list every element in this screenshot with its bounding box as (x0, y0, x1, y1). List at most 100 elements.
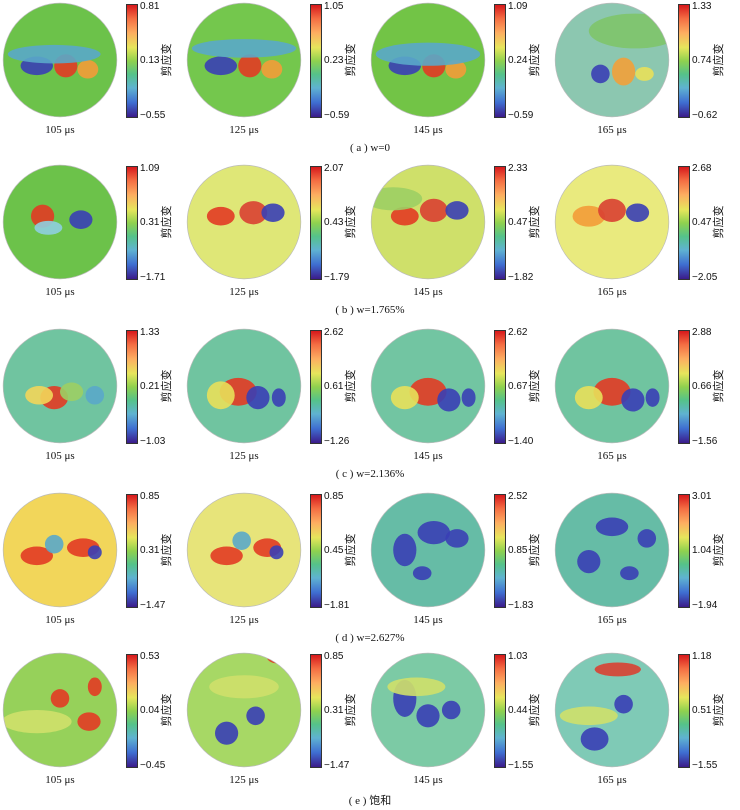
strain-blob (445, 201, 469, 220)
time-label: 125 μs (229, 450, 259, 462)
strain-contour-map (2, 652, 118, 768)
strain-blob (461, 388, 476, 407)
strain-blob (441, 700, 461, 720)
colorbar-min-label: −1.40 (508, 436, 534, 447)
colorbar-mid-label: 0.67 (508, 381, 528, 392)
strain-blob (593, 377, 631, 406)
strain-blob (246, 706, 265, 726)
colorbar (310, 330, 322, 444)
colorbar-mid-label: 0.47 (508, 217, 528, 228)
colorbar-mid-label: 0.13 (140, 55, 160, 66)
colorbar-mid-label: 0.61 (324, 381, 344, 392)
colorbar (494, 654, 506, 768)
strain-panel: 1.33 0.21 −1.03 剪应变 105 μs (0, 326, 185, 486)
strain-blob (387, 677, 446, 697)
strain-blob (269, 545, 284, 560)
strain-blob (417, 521, 451, 545)
colorbar-mid-label: 0.74 (692, 55, 712, 66)
time-label: 165 μs (597, 774, 627, 786)
colorbar-max-label: 1.09 (140, 163, 160, 174)
strain-panel: 1.09 0.31 −1.71 剪应变 105 μs (0, 162, 185, 322)
strain-blob (594, 662, 641, 677)
strain-blob (580, 727, 609, 751)
strain-panel: 2.33 0.47 −1.82 剪应变 145 μs (368, 162, 553, 322)
strain-blob (191, 39, 297, 58)
time-label: 105 μs (45, 450, 75, 462)
colorbar-max-label: 1.18 (692, 651, 712, 662)
strain-blob (87, 545, 102, 560)
colorbar-title: 剪应变 (713, 533, 725, 567)
colorbar (678, 330, 690, 444)
strain-blob (69, 210, 93, 229)
strain-contour-map (370, 164, 486, 280)
colorbar (310, 494, 322, 608)
colorbar-title: 剪应变 (345, 693, 357, 727)
colorbar (126, 166, 138, 280)
strain-panel: 2.88 0.66 −1.56 剪应变 165 μs (552, 326, 737, 486)
strain-blob (409, 377, 447, 406)
colorbar-min-label: −0.59 (324, 110, 350, 121)
strain-blob (595, 517, 629, 537)
colorbar (494, 330, 506, 444)
strain-blob (574, 386, 603, 410)
colorbar-title: 剪应变 (713, 369, 725, 403)
strain-panel: 2.52 0.85 −1.83 剪应变 145 μs (368, 490, 553, 650)
map-outline (2, 652, 118, 768)
strain-panel: 2.68 0.47 −2.05 剪应变 165 μs (552, 162, 737, 322)
colorbar (310, 4, 322, 118)
colorbar-max-label: 2.07 (324, 163, 344, 174)
map-outline (2, 2, 118, 118)
time-label: 145 μs (413, 450, 443, 462)
map-outline (370, 492, 486, 608)
colorbar-min-label: −1.47 (140, 600, 166, 611)
strain-blob (390, 386, 419, 410)
colorbar-title: 剪应变 (161, 533, 173, 567)
colorbar-min-label: −0.55 (140, 110, 166, 121)
colorbar-max-label: 2.52 (508, 491, 528, 502)
strain-contour-map (370, 2, 486, 118)
colorbar-title: 剪应变 (529, 693, 541, 727)
strain-contour-map (554, 164, 670, 280)
colorbar-min-label: −0.62 (692, 110, 718, 121)
strain-blob (7, 44, 101, 64)
time-label: 125 μs (229, 286, 259, 298)
strain-blob (206, 381, 235, 410)
strain-blob (60, 382, 84, 402)
map-outline (2, 492, 118, 608)
strain-contour-map (370, 492, 486, 608)
strain-contour-map (2, 164, 118, 280)
colorbar-min-label: −1.55 (508, 760, 534, 771)
figure-row: 0.53 0.04 −0.45 剪应变 105 μs 0.85 0.31 −1.47 剪应变 1… (0, 650, 740, 810)
strain-blob (635, 66, 654, 81)
strain-blob (215, 721, 239, 745)
strain-blob (637, 529, 657, 548)
strain-blob (44, 534, 64, 554)
row-caption: ( e ) 饱和 (348, 795, 392, 807)
colorbar (678, 654, 690, 768)
map-background (3, 329, 117, 443)
colorbar-mid-label: 0.21 (140, 381, 160, 392)
map-background (187, 653, 301, 767)
strain-blob (612, 57, 636, 86)
time-label: 145 μs (413, 614, 443, 626)
colorbar-max-label: 0.85 (324, 651, 344, 662)
colorbar-max-label: 1.05 (324, 1, 344, 12)
strain-contour-map (554, 328, 670, 444)
time-label: 165 μs (597, 124, 627, 136)
time-label: 125 μs (229, 124, 259, 136)
colorbar (310, 654, 322, 768)
colorbar-min-label: −1.82 (508, 272, 534, 283)
strain-contour-map (186, 2, 302, 118)
strain-blob (210, 546, 243, 566)
strain-panel: 0.85 0.31 −1.47 剪应变 125 μs (184, 650, 369, 810)
strain-blob (267, 653, 291, 664)
strain-panel: 0.81 0.13 −0.55 剪应变 105 μs (0, 0, 185, 160)
colorbar-title: 剪应变 (161, 205, 173, 239)
strain-blob (239, 201, 268, 225)
map-outline (554, 164, 670, 280)
map-outline (554, 652, 670, 768)
figure-row: 1.09 0.31 −1.71 剪应变 105 μs 2.07 0.43 −1.79 剪应变 1… (0, 162, 740, 322)
time-label: 145 μs (413, 774, 443, 786)
map-outline (554, 2, 670, 118)
strain-blob (246, 386, 270, 410)
